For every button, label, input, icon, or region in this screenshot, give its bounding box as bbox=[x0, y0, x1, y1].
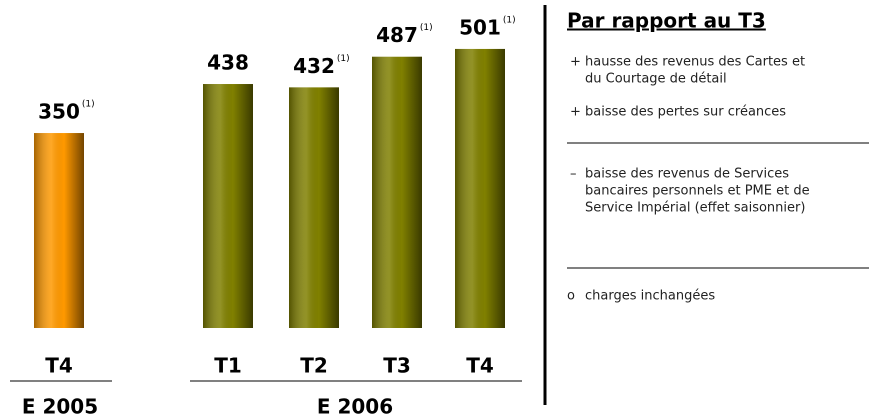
value-label: 350 bbox=[38, 100, 80, 124]
bullet: – bbox=[570, 167, 577, 182]
item-text: bancaires personnels et PME et de bbox=[585, 184, 810, 199]
bar-shade bbox=[203, 84, 253, 328]
category-label: T3 bbox=[383, 354, 411, 378]
group-label: E 2006 bbox=[317, 395, 393, 417]
panel-title: Par rapport au T3 bbox=[567, 9, 766, 33]
item-text: Service Impérial (effet saisonnier) bbox=[585, 201, 805, 216]
category-label: T1 bbox=[214, 354, 242, 378]
value-label: 501 bbox=[459, 15, 501, 39]
bar-shade bbox=[372, 56, 422, 329]
bullet: + bbox=[570, 105, 581, 120]
category-label: T2 bbox=[300, 354, 328, 378]
item-text: du Courtage de détail bbox=[585, 72, 727, 87]
value-label: 438 bbox=[207, 51, 249, 75]
category-label: T4 bbox=[45, 354, 73, 378]
item-text: baisse des pertes sur créances bbox=[585, 105, 786, 120]
value-label: 487 bbox=[376, 23, 418, 47]
bullet: + bbox=[570, 55, 581, 70]
footnote-mark: (1) bbox=[503, 15, 516, 25]
bar-shade bbox=[455, 48, 505, 329]
category-label: T4 bbox=[466, 354, 494, 378]
bullet: o bbox=[567, 289, 575, 304]
group-label: E 2005 bbox=[22, 395, 98, 417]
item-text: hausse des revenus des Cartes et bbox=[585, 55, 805, 70]
footnote-mark: (1) bbox=[337, 54, 350, 64]
item-text: charges inchangées bbox=[585, 289, 715, 304]
bar-shade bbox=[34, 133, 84, 328]
footnote-mark: (1) bbox=[420, 23, 433, 33]
footnote-mark: (1) bbox=[82, 100, 95, 110]
bar-shade bbox=[289, 87, 339, 328]
item-text: baisse des revenus de Services bbox=[585, 167, 789, 182]
value-label: 432 bbox=[293, 54, 335, 78]
